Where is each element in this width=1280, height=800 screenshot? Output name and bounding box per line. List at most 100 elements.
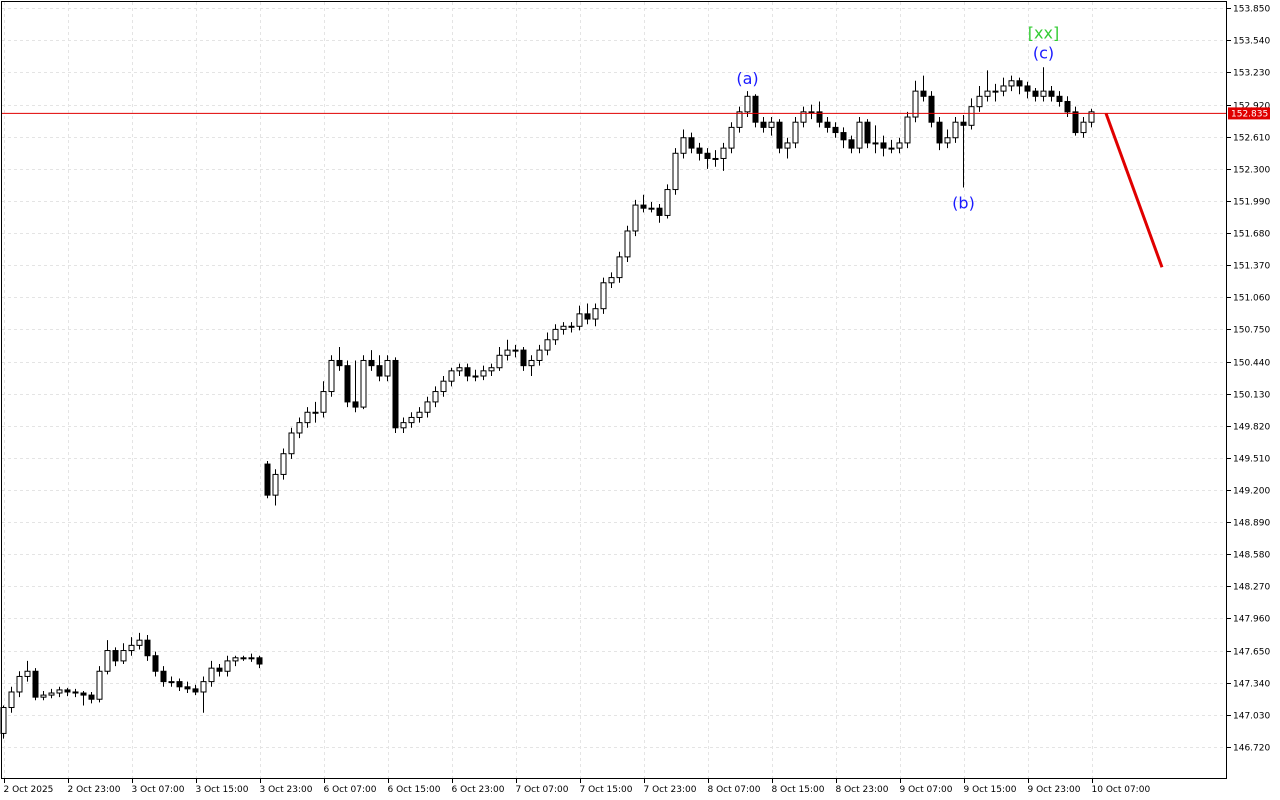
candle-body xyxy=(368,359,375,367)
candle-body xyxy=(784,142,791,149)
candle-body xyxy=(24,670,31,677)
candle-body xyxy=(768,121,775,128)
y-tick-label: 152.300 xyxy=(1233,166,1270,176)
candle-body xyxy=(160,670,167,683)
candle-body xyxy=(1024,85,1031,92)
y-tick-label: 150.750 xyxy=(1233,326,1270,336)
candle-body xyxy=(752,95,759,123)
candle-body xyxy=(904,116,911,144)
candle-body xyxy=(448,370,455,382)
candle-body xyxy=(688,137,695,149)
candle-body xyxy=(824,121,831,128)
candle-body xyxy=(848,139,855,149)
candle-body xyxy=(192,688,199,693)
candle-body xyxy=(280,453,287,475)
x-tick-label: 6 Oct 15:00 xyxy=(388,785,441,795)
candle-body xyxy=(872,142,879,145)
candle-body xyxy=(8,691,15,709)
x-tick-label: 2 Oct 2025 xyxy=(4,785,54,795)
y-tick-label: 147.030 xyxy=(1233,712,1270,722)
candle-body xyxy=(496,354,503,369)
candle-body xyxy=(104,650,111,672)
y-tick-label: 149.510 xyxy=(1233,455,1270,465)
x-tick-label: 9 Oct 23:00 xyxy=(1028,785,1081,795)
candle-body xyxy=(168,681,175,684)
candle-body xyxy=(664,189,671,216)
overlay: 152.835 (a) (b) (c)[xx] xyxy=(2,23,1270,268)
candle-body xyxy=(856,121,863,149)
candle-body xyxy=(136,639,143,646)
candle-body xyxy=(176,681,183,688)
candle-body xyxy=(72,691,79,694)
x-tick-label: 10 Oct 07:00 xyxy=(1092,785,1151,795)
candle-body xyxy=(344,365,351,403)
candle-body xyxy=(56,689,63,694)
candle-body xyxy=(360,359,367,408)
x-tick-label: 3 Oct 07:00 xyxy=(132,785,185,795)
y-tick-label: 151.370 xyxy=(1233,262,1270,272)
candle-body xyxy=(992,90,999,93)
candle-body xyxy=(48,692,55,696)
x-tick-label: 7 Oct 23:00 xyxy=(644,785,697,795)
candle-body xyxy=(440,380,447,393)
candle-body xyxy=(464,367,471,377)
candle-body xyxy=(936,121,943,144)
x-tick-label: 6 Oct 23:00 xyxy=(452,785,505,795)
candle-body xyxy=(232,657,239,662)
candle-body xyxy=(200,681,207,693)
y-tick-label: 151.990 xyxy=(1233,198,1270,208)
candle-body xyxy=(880,142,887,149)
candle-body xyxy=(528,359,535,367)
candle-body xyxy=(472,375,479,378)
current-price-box xyxy=(1228,107,1270,120)
candle-body xyxy=(568,325,575,328)
candle-body xyxy=(288,432,295,455)
y-tick-label: 151.060 xyxy=(1233,294,1270,304)
candle-body xyxy=(544,339,551,351)
wave-label: [xx] xyxy=(1028,23,1059,42)
candle-body xyxy=(808,111,815,114)
candle-body xyxy=(320,391,327,413)
forecast-line xyxy=(1104,112,1164,268)
y-tick-label: 150.440 xyxy=(1233,359,1270,369)
candle-body xyxy=(80,692,87,696)
candle-body xyxy=(1064,100,1071,113)
x-tick-label: 3 Oct 15:00 xyxy=(196,785,249,795)
candle-body xyxy=(424,401,431,413)
candle-body xyxy=(336,359,343,367)
x-tick-label: 8 Oct 15:00 xyxy=(772,785,825,795)
candle-body xyxy=(960,121,967,126)
candle-body xyxy=(552,328,559,341)
current-price-label: 152.835 xyxy=(1231,109,1268,119)
candle-body xyxy=(1080,121,1087,134)
x-tick-label: 8 Oct 07:00 xyxy=(708,785,761,795)
y-tick-label: 150.130 xyxy=(1233,391,1270,401)
candle-body xyxy=(376,365,383,377)
y-tick-label: 153.850 xyxy=(1233,5,1270,15)
candle-body xyxy=(888,147,895,150)
candle-body xyxy=(912,90,919,118)
candle-body xyxy=(800,111,807,123)
x-tick-label: 6 Oct 07:00 xyxy=(324,785,377,795)
y-tick-label: 148.890 xyxy=(1233,519,1270,529)
candle-body xyxy=(264,463,271,496)
x-tick-label: 3 Oct 23:00 xyxy=(260,785,313,795)
candle-body xyxy=(144,639,151,657)
candle-body xyxy=(184,686,191,690)
candle-body xyxy=(216,667,223,672)
y-tick-label: 148.580 xyxy=(1233,551,1270,561)
candle-body xyxy=(896,142,903,149)
candle-body xyxy=(1040,90,1047,97)
wave-label: (a) xyxy=(736,69,758,88)
candle-body xyxy=(656,207,663,216)
candle-body xyxy=(592,308,599,320)
candle-body xyxy=(864,121,871,144)
y-tick-label: 151.680 xyxy=(1233,230,1270,240)
x-tick-label: 9 Oct 07:00 xyxy=(900,785,953,795)
candle-body xyxy=(256,657,263,665)
candle-body xyxy=(408,416,415,424)
x-tick-label: 7 Oct 07:00 xyxy=(516,785,569,795)
wave-label: (b) xyxy=(952,193,975,212)
